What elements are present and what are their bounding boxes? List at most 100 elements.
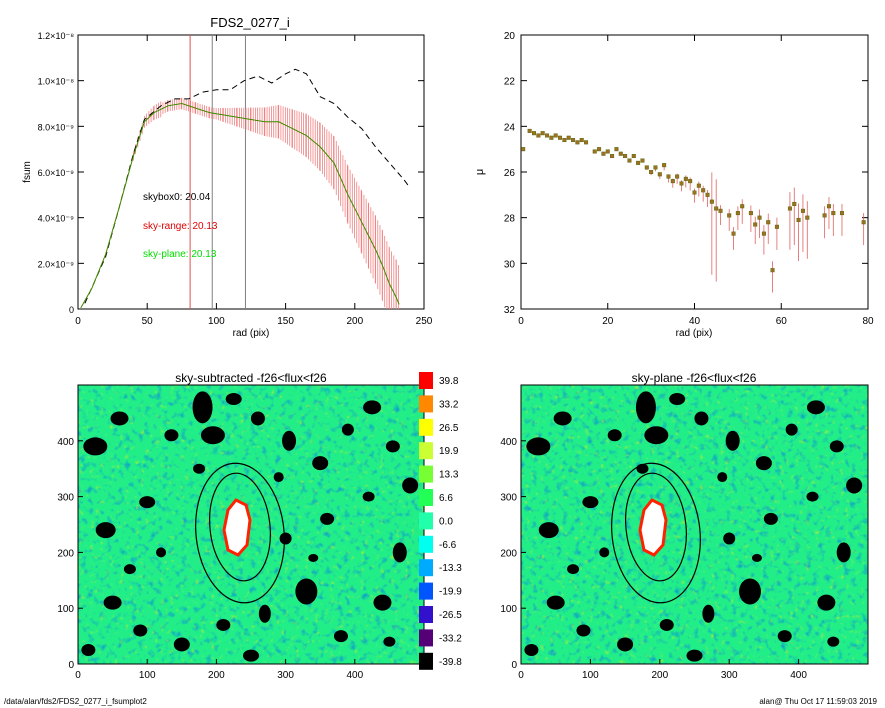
mu-data-point: [610, 154, 615, 159]
mu-data-point: [774, 224, 779, 229]
mu-data-point: [571, 138, 576, 143]
colorbar-swatch: [419, 465, 433, 483]
mu-data-point: [644, 165, 649, 170]
y-tick-label: 30: [504, 259, 516, 270]
mu-data-point: [748, 211, 753, 216]
mu-data-point: [562, 138, 567, 143]
masked-object: [829, 440, 844, 453]
masked-object: [755, 456, 772, 471]
masked-object: [373, 594, 392, 611]
mu-data-point: [692, 190, 697, 195]
y-tick-label: 300: [57, 493, 74, 504]
masked-object: [526, 437, 551, 456]
mu-x-axis-label: rad (pix): [676, 328, 713, 339]
masked-object: [402, 477, 419, 494]
masked-object: [644, 426, 669, 445]
sky-subtracted-image: [78, 385, 424, 664]
mu-data-point: [701, 188, 706, 193]
mu-data-point: [731, 231, 736, 236]
masked-object: [295, 578, 318, 605]
masked-object: [193, 463, 206, 474]
masked-object: [164, 429, 179, 442]
x-tick-label: 60: [776, 316, 788, 327]
masked-object: [846, 477, 863, 494]
mu-data-point: [545, 133, 550, 138]
mu-data-point: [792, 201, 797, 206]
colorbar-label: -6.6: [439, 540, 457, 551]
y-tick-label: 100: [57, 604, 74, 615]
annotation-skybox0: skybox0: 20.04: [143, 192, 211, 203]
mu-data-point: [757, 215, 762, 220]
fsum-profile-panel: FDS2_0277_i 0 50 100 150 200 250 0 2.0×10⁻⁹ 4.0×…: [22, 15, 433, 339]
y-tick-label: 0: [68, 660, 74, 671]
masked-object: [827, 636, 840, 647]
mu-data-point: [540, 131, 545, 136]
fsum-solid-series: [80, 102, 400, 309]
x-tick-label: 100: [208, 316, 225, 327]
mu-plot-frame: [520, 34, 869, 310]
masked-object: [751, 553, 762, 562]
masked-object: [282, 430, 297, 451]
footer-timestamp: alan@ Thu Oct 17 11:59:03 2019: [759, 697, 877, 706]
sky-plane-image-panel: sky-plane -f26<flux<f26 0 100 200 300 400 0 10…: [500, 371, 869, 681]
sky-plane-image: [521, 385, 868, 664]
mu-data-point: [740, 204, 745, 209]
masked-object: [763, 512, 778, 525]
x-tick-label: 200: [651, 670, 668, 681]
mu-data-point: [861, 220, 866, 225]
inner-ellipse: [625, 472, 687, 582]
mu-data-point: [601, 151, 606, 156]
masked-object: [836, 542, 851, 563]
x-tick-label: 100: [139, 670, 156, 681]
mu-data-point: [714, 206, 719, 211]
mu-data-point: [727, 213, 732, 218]
masked-object: [225, 392, 242, 405]
mu-data-point: [662, 163, 667, 168]
masked-object: [243, 649, 259, 662]
y-tick-label: 28: [504, 214, 516, 225]
masked-object: [123, 564, 136, 575]
x-tick-label: 80: [862, 316, 874, 327]
mu-data-point: [705, 192, 710, 197]
y-tick-label: 1.0×10⁻⁸: [38, 77, 75, 87]
mu-data-point: [657, 172, 662, 177]
x-tick-label: 200: [346, 316, 363, 327]
colorbar-swatch: [419, 418, 433, 436]
x-tick-label: 20: [602, 316, 614, 327]
colorbar-swatch: [419, 442, 433, 460]
footer-path: /data/alan/fds2/FDS2_0277_i_fsumplot2: [4, 697, 147, 706]
mu-data-point: [631, 154, 636, 159]
masked-object: [383, 636, 396, 647]
x-tick-label: 0: [518, 316, 524, 327]
masked-object: [817, 594, 836, 611]
masked-object: [553, 411, 572, 426]
colorbar-swatch: [419, 512, 433, 530]
masked-object: [308, 553, 319, 562]
fsum-chart-title: FDS2_0277_i: [210, 15, 290, 30]
annotation-sky-range: sky-range: 20.13: [143, 221, 218, 232]
y-tick-label: 0: [511, 660, 517, 671]
y-tick-label: 32: [504, 305, 516, 316]
colorbar-swatch: [419, 629, 433, 647]
masked-object: [702, 604, 715, 623]
mu-data-point: [761, 231, 766, 236]
masked-object: [363, 400, 382, 415]
galaxy-core: [222, 498, 252, 557]
colorbar: 39.8 33.2 26.5 19.9 13.3 6.6 0.0 -6.6 -13.3 -19.9…: [419, 372, 462, 670]
masked-object: [669, 392, 686, 405]
masked-object: [806, 400, 825, 415]
mu-data-point: [666, 174, 671, 179]
mu-data-point: [549, 135, 554, 140]
mu-data-point: [584, 140, 589, 145]
sky-plane-frame: [520, 384, 869, 665]
colorbar-label: -26.5: [439, 610, 462, 621]
mu-data-point: [614, 147, 619, 152]
masked-object: [110, 411, 129, 426]
masked-object: [617, 637, 634, 652]
sky-plane-title: sky-plane -f26<flux<f26: [632, 371, 757, 385]
masked-object: [717, 472, 728, 483]
mu-data-point: [653, 165, 658, 170]
mu-data-point: [770, 268, 775, 273]
masked-object: [341, 423, 354, 436]
